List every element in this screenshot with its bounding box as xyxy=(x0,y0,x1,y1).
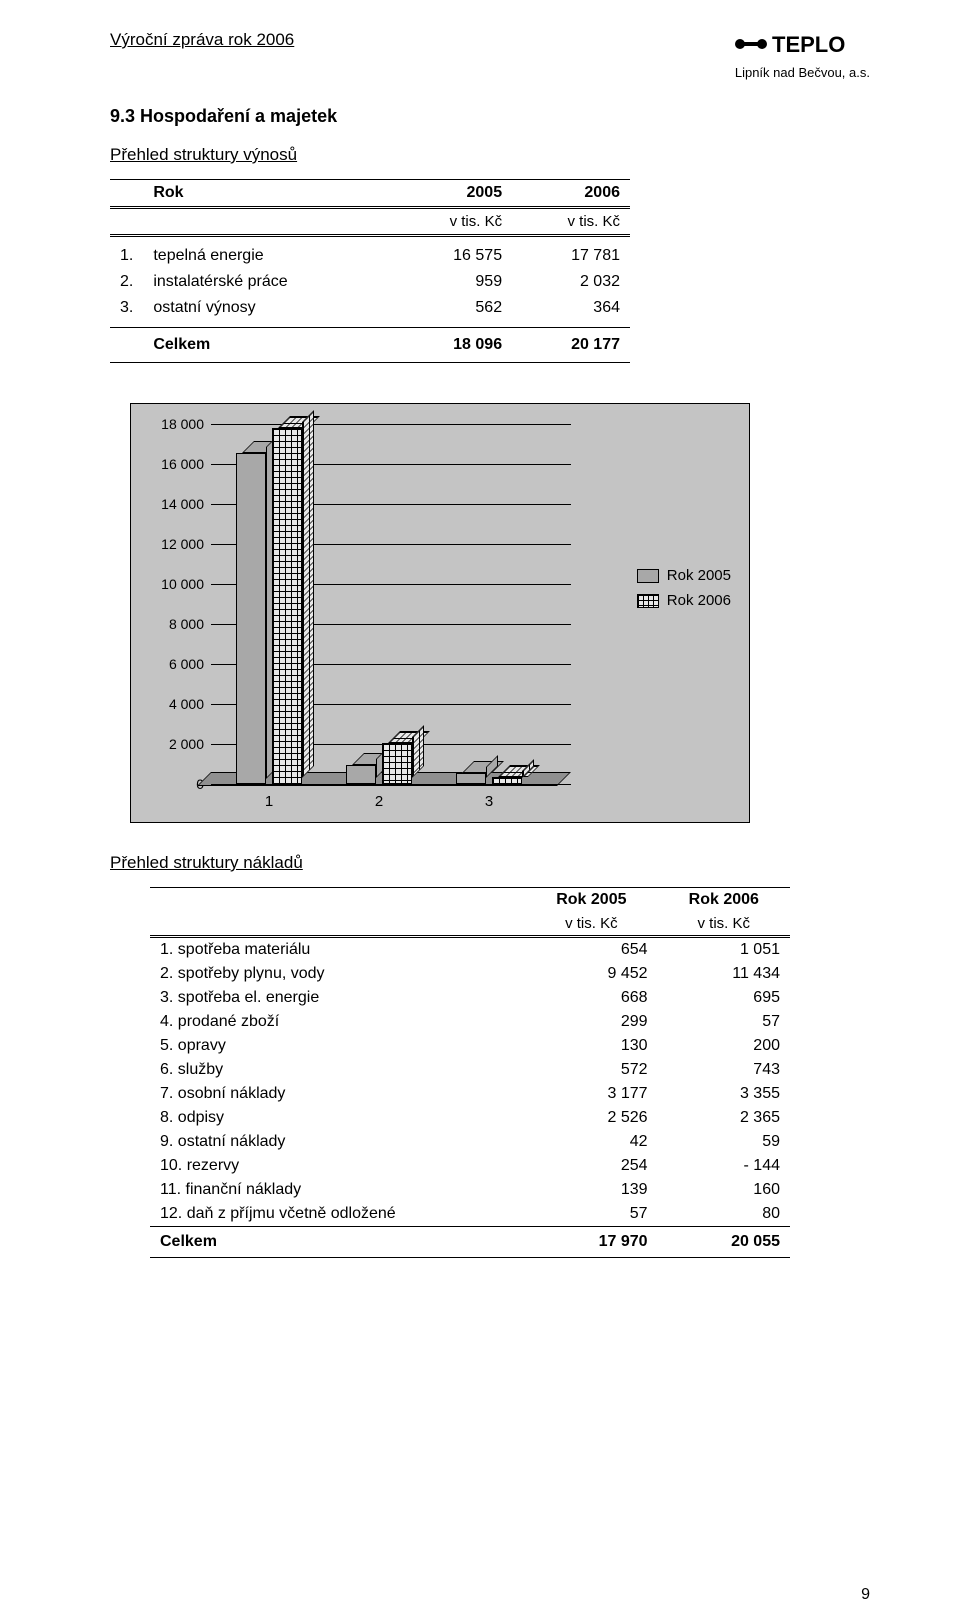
page-number: 9 xyxy=(861,1586,870,1604)
chart-legend: Rok 2005 Rok 2006 xyxy=(637,559,731,617)
table-row: 1. spotřeba materiálu6541 051 xyxy=(150,937,790,963)
table-row: 3. spotřeba el. energie668695 xyxy=(150,986,790,1010)
table-row: 4. prodané zboží29957 xyxy=(150,1010,790,1034)
bar xyxy=(382,743,412,784)
legend-swatch-icon xyxy=(637,594,659,608)
costs-table: Rok 2005 Rok 2006 v tis. Kč v tis. Kč 1.… xyxy=(150,887,790,1258)
logo-block: TEPLO Lipník nad Bečvou, a.s. xyxy=(730,30,870,80)
table2-title: Přehled struktury nákladů xyxy=(110,853,870,873)
revenue-chart: 0 2 000 4 000 6 000 8 000 10 000 12 000 14 000 1… xyxy=(130,403,870,823)
x-axis-label: 1 xyxy=(265,793,273,810)
y-axis-label: 6 000 xyxy=(149,656,204,672)
table-row: 5. opravy130200 xyxy=(150,1034,790,1058)
section-title: 9.3 Hospodaření a majetek xyxy=(110,106,870,127)
col-2005: 2005 xyxy=(394,180,512,208)
bar xyxy=(346,765,376,784)
logo-subtitle: Lipník nad Bečvou, a.s. xyxy=(730,65,870,80)
table-row: 10. rezervy254- 144 xyxy=(150,1154,790,1178)
page: Výroční zpráva rok 2006 TEPLO Lipník nad… xyxy=(0,0,960,1624)
y-axis-label: 10 000 xyxy=(149,576,204,592)
page-header: Výroční zpráva rok 2006 TEPLO Lipník nad… xyxy=(110,30,870,80)
y-axis-label: 14 000 xyxy=(149,496,204,512)
col-2006: Rok 2006 xyxy=(658,888,790,913)
bar xyxy=(272,428,302,784)
table-row: 11. finanční náklady139160 xyxy=(150,1178,790,1202)
y-axis-label: 18 000 xyxy=(149,416,204,432)
table-row: 6. služby572743 xyxy=(150,1058,790,1082)
y-axis-label: 2 000 xyxy=(149,736,204,752)
doc-title: Výroční zpráva rok 2006 xyxy=(110,30,294,50)
col-2005: Rok 2005 xyxy=(525,888,657,913)
x-axis-label: 3 xyxy=(485,793,493,810)
table-row: 3. ostatní výnosy 562 364 xyxy=(110,295,630,328)
table-row: 12. daň z příjmu včetně odložené5780 xyxy=(150,1202,790,1227)
y-axis-label: 4 000 xyxy=(149,696,204,712)
y-axis-label: 12 000 xyxy=(149,536,204,552)
table-total-row: Celkem 18 096 20 177 xyxy=(110,328,630,363)
table-row: 1. tepelná energie 16 575 17 781 xyxy=(110,236,630,270)
table-row: 2. instalatérské práce 959 2 032 xyxy=(110,269,630,295)
logo-text: TEPLO xyxy=(772,32,845,57)
table-row: 9. ostatní náklady4259 xyxy=(150,1130,790,1154)
table1-title: Přehled struktury výnosů xyxy=(110,145,870,165)
legend-swatch-icon xyxy=(637,569,659,583)
col-rok: Rok xyxy=(143,180,394,208)
bar xyxy=(456,773,486,784)
bar xyxy=(492,777,522,784)
y-axis-label: 0 xyxy=(149,776,204,792)
legend-item: Rok 2005 xyxy=(637,567,731,584)
y-axis-label: 16 000 xyxy=(149,456,204,472)
x-axis-label: 2 xyxy=(375,793,383,810)
table-total-row: Celkem 17 970 20 055 xyxy=(150,1227,790,1258)
revenue-table: Rok 2005 2006 v tis. Kč v tis. Kč 1. tep… xyxy=(110,179,630,363)
unit-2005: v tis. Kč xyxy=(394,208,512,236)
y-axis-label: 8 000 xyxy=(149,616,204,632)
table-row: 7. osobní náklady3 1773 355 xyxy=(150,1082,790,1106)
legend-item: Rok 2006 xyxy=(637,592,731,609)
bar xyxy=(236,453,266,785)
col-2006: 2006 xyxy=(512,180,630,208)
teplo-logo-icon: TEPLO xyxy=(730,30,870,58)
table-row: 8. odpisy2 5262 365 xyxy=(150,1106,790,1130)
table-row: 2. spotřeby plynu, vody9 45211 434 xyxy=(150,962,790,986)
unit-2006: v tis. Kč xyxy=(512,208,630,236)
